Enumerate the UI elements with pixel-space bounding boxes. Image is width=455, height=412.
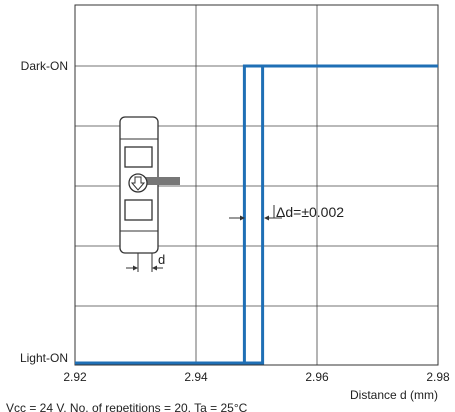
x-axis-tick-labels: 2.92 2.94 2.96 2.98	[63, 370, 450, 384]
x-tick-label: 2.94	[184, 370, 208, 384]
y-level-label: Dark-ON	[21, 59, 68, 73]
delta-arrowhead-right	[264, 216, 269, 221]
delta-annotation: Δd=±0.002	[229, 204, 344, 221]
arrowhead-right	[152, 266, 157, 271]
sensor-illustration: d	[120, 117, 180, 272]
x-tick-label: 2.96	[305, 370, 329, 384]
y-level-label: Light-ON	[20, 351, 68, 365]
arrowhead-left	[133, 266, 138, 271]
inset-d-label: d	[158, 252, 165, 267]
x-tick-label: 2.92	[63, 370, 87, 384]
x-tick-label: 2.98	[426, 370, 450, 384]
footer-note: Vcc = 24 V, No. of repetitions = 20, Ta …	[6, 401, 248, 412]
sensor-window-top	[125, 147, 152, 167]
x-axis-title: Distance d (mm)	[350, 388, 438, 402]
y-axis-labels: Light-ON Dark-ON	[20, 59, 68, 365]
delta-label: Δd=±0.002	[276, 204, 344, 220]
sensor-window-bottom	[125, 200, 152, 220]
